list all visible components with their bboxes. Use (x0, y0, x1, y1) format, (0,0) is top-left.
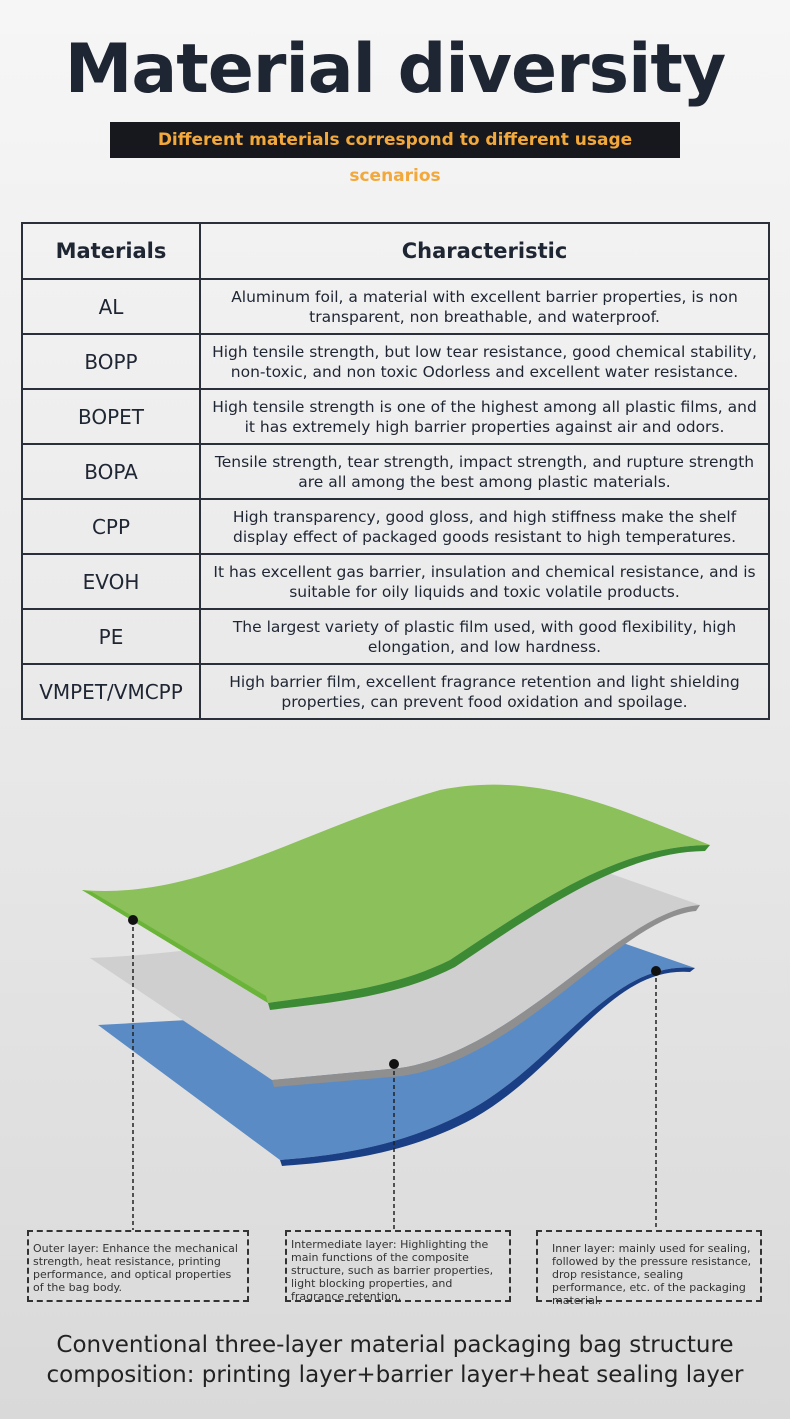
characteristic: High tensile strength, but low tear resi… (199, 333, 770, 390)
material: PE (21, 608, 201, 665)
caption-line: Conventional three-layer material packag… (56, 1332, 734, 1358)
pointer-dot (389, 1059, 399, 1069)
characteristic: The largest variety of plastic film used… (199, 608, 770, 665)
material: AL (21, 278, 201, 335)
subtitle: Different materials correspond to differ… (110, 122, 680, 186)
outer-sheet (82, 784, 710, 1003)
column-header: Characteristic (199, 222, 770, 280)
characteristic: High tensile strength is one of the high… (199, 388, 770, 445)
table-row: EVOH It has excellent gas barrier, insula… (21, 553, 770, 610)
material: BOPA (21, 443, 201, 500)
table-row: BOPP High tensile strength, but low tear … (21, 333, 770, 390)
caption-line: composition: printing layer+barrier laye… (46, 1362, 744, 1388)
title: Material diversity (64, 30, 726, 109)
table-row: AL Aluminum foil, a material with excelle… (21, 278, 770, 335)
table-row: BOPA Tensile strength, tear strength, imp… (21, 443, 770, 500)
material: BOPP (21, 333, 201, 390)
pointer-dot (651, 966, 661, 976)
column-header: Materials (21, 222, 201, 280)
layer-label: Outer layer: Enhance the mechanical stre… (27, 1230, 249, 1302)
caption: Conventional three-layer material packag… (0, 1330, 790, 1390)
inner-edge (280, 967, 695, 1166)
material: CPP (21, 498, 201, 555)
material: VMPET/VMCPP (21, 663, 201, 720)
middle-edge (272, 905, 700, 1087)
characteristic: High barrier film, excellent fragrance r… (199, 663, 770, 720)
table-row: VMPET/VMCPP High barrier film, excellent … (21, 663, 770, 720)
material: BOPET (21, 388, 201, 445)
layers-illustration (82, 784, 710, 1230)
table-row: PE The largest variety of plastic film us… (21, 608, 770, 665)
header-row: Materials Characteristic (21, 222, 770, 280)
characteristic: High transparency, good gloss, and high … (199, 498, 770, 555)
characteristic: It has excellent gas barrier, insulation… (199, 553, 770, 610)
table-row: CPP High transparency, good gloss, and hi… (21, 498, 770, 555)
table-row: BOPET High tensile strength is one of the… (21, 388, 770, 445)
layer-label: Intermediate layer: Highlighting the mai… (285, 1230, 511, 1303)
material: EVOH (21, 553, 201, 610)
layer-label: Inner layer: mainly used for sealing, fo… (536, 1230, 762, 1307)
characteristic: Aluminum foil, a material with excellent… (199, 278, 770, 335)
characteristic: Tensile strength, tear strength, impact … (199, 443, 770, 500)
materials-table: Materials Characteristic AL Aluminum foil, … (21, 222, 770, 720)
pointer-dot (128, 915, 138, 925)
